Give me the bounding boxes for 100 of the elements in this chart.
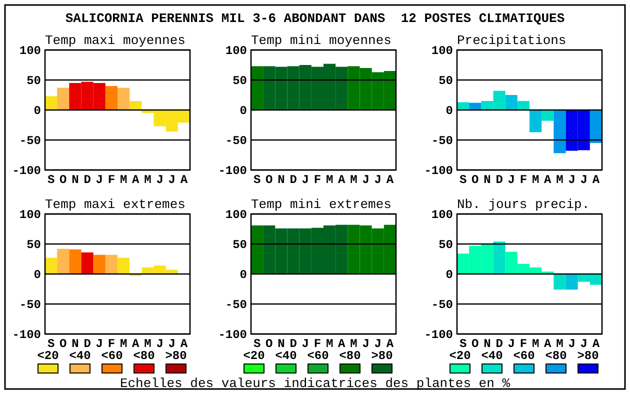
x-tick-label: J — [508, 337, 515, 351]
y-tick-label: 100 — [431, 44, 453, 58]
x-tick-label: O — [472, 337, 479, 351]
bar — [505, 95, 518, 110]
x-tick-label: F — [520, 337, 528, 351]
chart-title: Temp mini extremes — [251, 197, 392, 212]
bar — [93, 254, 106, 274]
bar — [590, 110, 602, 143]
x-tick-label: A — [592, 337, 600, 351]
text: Echelles des valeurs indicatrices des plantes en % — [120, 376, 510, 391]
category-label: >80 — [371, 349, 393, 363]
category-label: <60 — [513, 349, 535, 363]
bar — [554, 110, 566, 154]
category-label: <20 — [449, 349, 471, 363]
x-tick-label: A — [132, 337, 140, 351]
y-tick-label: 50 — [232, 74, 247, 88]
bar — [118, 88, 130, 110]
category-label: <60 — [307, 349, 329, 363]
bar — [57, 88, 70, 110]
x-tick-label: M — [556, 173, 564, 187]
y-tick-label: -100 — [12, 328, 41, 342]
bar — [542, 110, 554, 121]
category-label: <40 — [275, 349, 297, 363]
x-tick-label: F — [314, 173, 322, 187]
x-tick-label: J — [580, 337, 588, 351]
x-tick-label: J — [156, 173, 164, 187]
x-tick-label: J — [362, 337, 370, 351]
x-tick-label: D — [84, 173, 91, 187]
y-tick-label: 100 — [19, 208, 41, 222]
bar — [566, 274, 578, 290]
x-tick-label: N — [278, 337, 285, 351]
y-tick-label: 0 — [240, 268, 247, 282]
x-tick-label: J — [156, 337, 164, 351]
bar — [118, 258, 130, 274]
x-tick-label: F — [314, 337, 322, 351]
text: SALICORNIA PERENNIS MIL 3-6 ABONDANT DANS 12 POSTES CLIMATIQUES — [65, 11, 565, 26]
x-tick-label: A — [180, 173, 188, 187]
y-tick-label: 50 — [26, 74, 41, 88]
y-tick-label: 100 — [19, 44, 41, 58]
x-tick-label: J — [168, 173, 176, 187]
x-tick-label: A — [338, 173, 346, 187]
bar — [105, 86, 118, 110]
x-tick-label: J — [96, 337, 103, 351]
y-tick-label: -100 — [424, 328, 453, 342]
chart-title: Temp mini moyennes — [251, 33, 392, 48]
chart-title: Temp maxi moyennes — [45, 33, 186, 48]
y-tick-label: 100 — [431, 208, 453, 222]
x-tick-label: J — [362, 173, 370, 187]
x-tick-label: J — [374, 173, 382, 187]
bar — [493, 242, 506, 274]
bar — [45, 258, 58, 274]
bar — [517, 101, 530, 110]
x-tick-label: M — [120, 173, 128, 187]
x-tick-label: M — [532, 337, 540, 351]
y-tick-label: -100 — [12, 164, 41, 178]
x-tick-label: A — [544, 337, 552, 351]
x-tick-label: J — [168, 337, 176, 351]
y-tick-label: 0 — [446, 104, 453, 118]
category-label: <20 — [243, 349, 265, 363]
y-tick-label: -50 — [19, 134, 41, 148]
category-label: <80 — [133, 349, 155, 363]
y-tick-label: 0 — [240, 104, 247, 118]
x-tick-label: J — [568, 337, 576, 351]
x-tick-label: O — [60, 337, 67, 351]
bar — [69, 249, 82, 274]
y-tick-label: 0 — [34, 268, 41, 282]
x-tick-label: S — [47, 337, 55, 351]
chart-title: Precipitations — [457, 33, 566, 48]
x-tick-label: O — [266, 337, 273, 351]
x-tick-label: M — [326, 337, 334, 351]
category-label: <80 — [545, 349, 567, 363]
x-tick-label: D — [84, 337, 91, 351]
x-tick-label: M — [144, 337, 152, 351]
x-tick-label: N — [278, 173, 285, 187]
category-label: <60 — [101, 349, 123, 363]
x-tick-label: S — [459, 173, 467, 187]
x-tick-label: A — [338, 337, 346, 351]
y-tick-label: -100 — [424, 164, 453, 178]
x-tick-label: N — [484, 337, 491, 351]
category-label: <40 — [69, 349, 91, 363]
x-tick-label: F — [108, 173, 116, 187]
x-tick-label: J — [96, 173, 103, 187]
x-tick-label: J — [568, 173, 576, 187]
x-tick-label: S — [253, 337, 261, 351]
x-tick-label: O — [266, 173, 273, 187]
category-label: <20 — [37, 349, 59, 363]
y-tick-label: -100 — [218, 164, 247, 178]
y-tick-label: 100 — [225, 44, 247, 58]
x-tick-label: S — [47, 173, 55, 187]
category-label: >80 — [165, 349, 187, 363]
category-label: >80 — [577, 349, 599, 363]
bar — [81, 252, 94, 274]
y-tick-label: -100 — [218, 328, 247, 342]
bar — [457, 102, 470, 110]
bar — [105, 254, 118, 274]
x-tick-label: D — [496, 337, 503, 351]
y-tick-label: 0 — [34, 104, 41, 118]
x-tick-label: S — [253, 173, 261, 187]
y-tick-label: -50 — [19, 298, 41, 312]
x-tick-label: D — [496, 173, 503, 187]
